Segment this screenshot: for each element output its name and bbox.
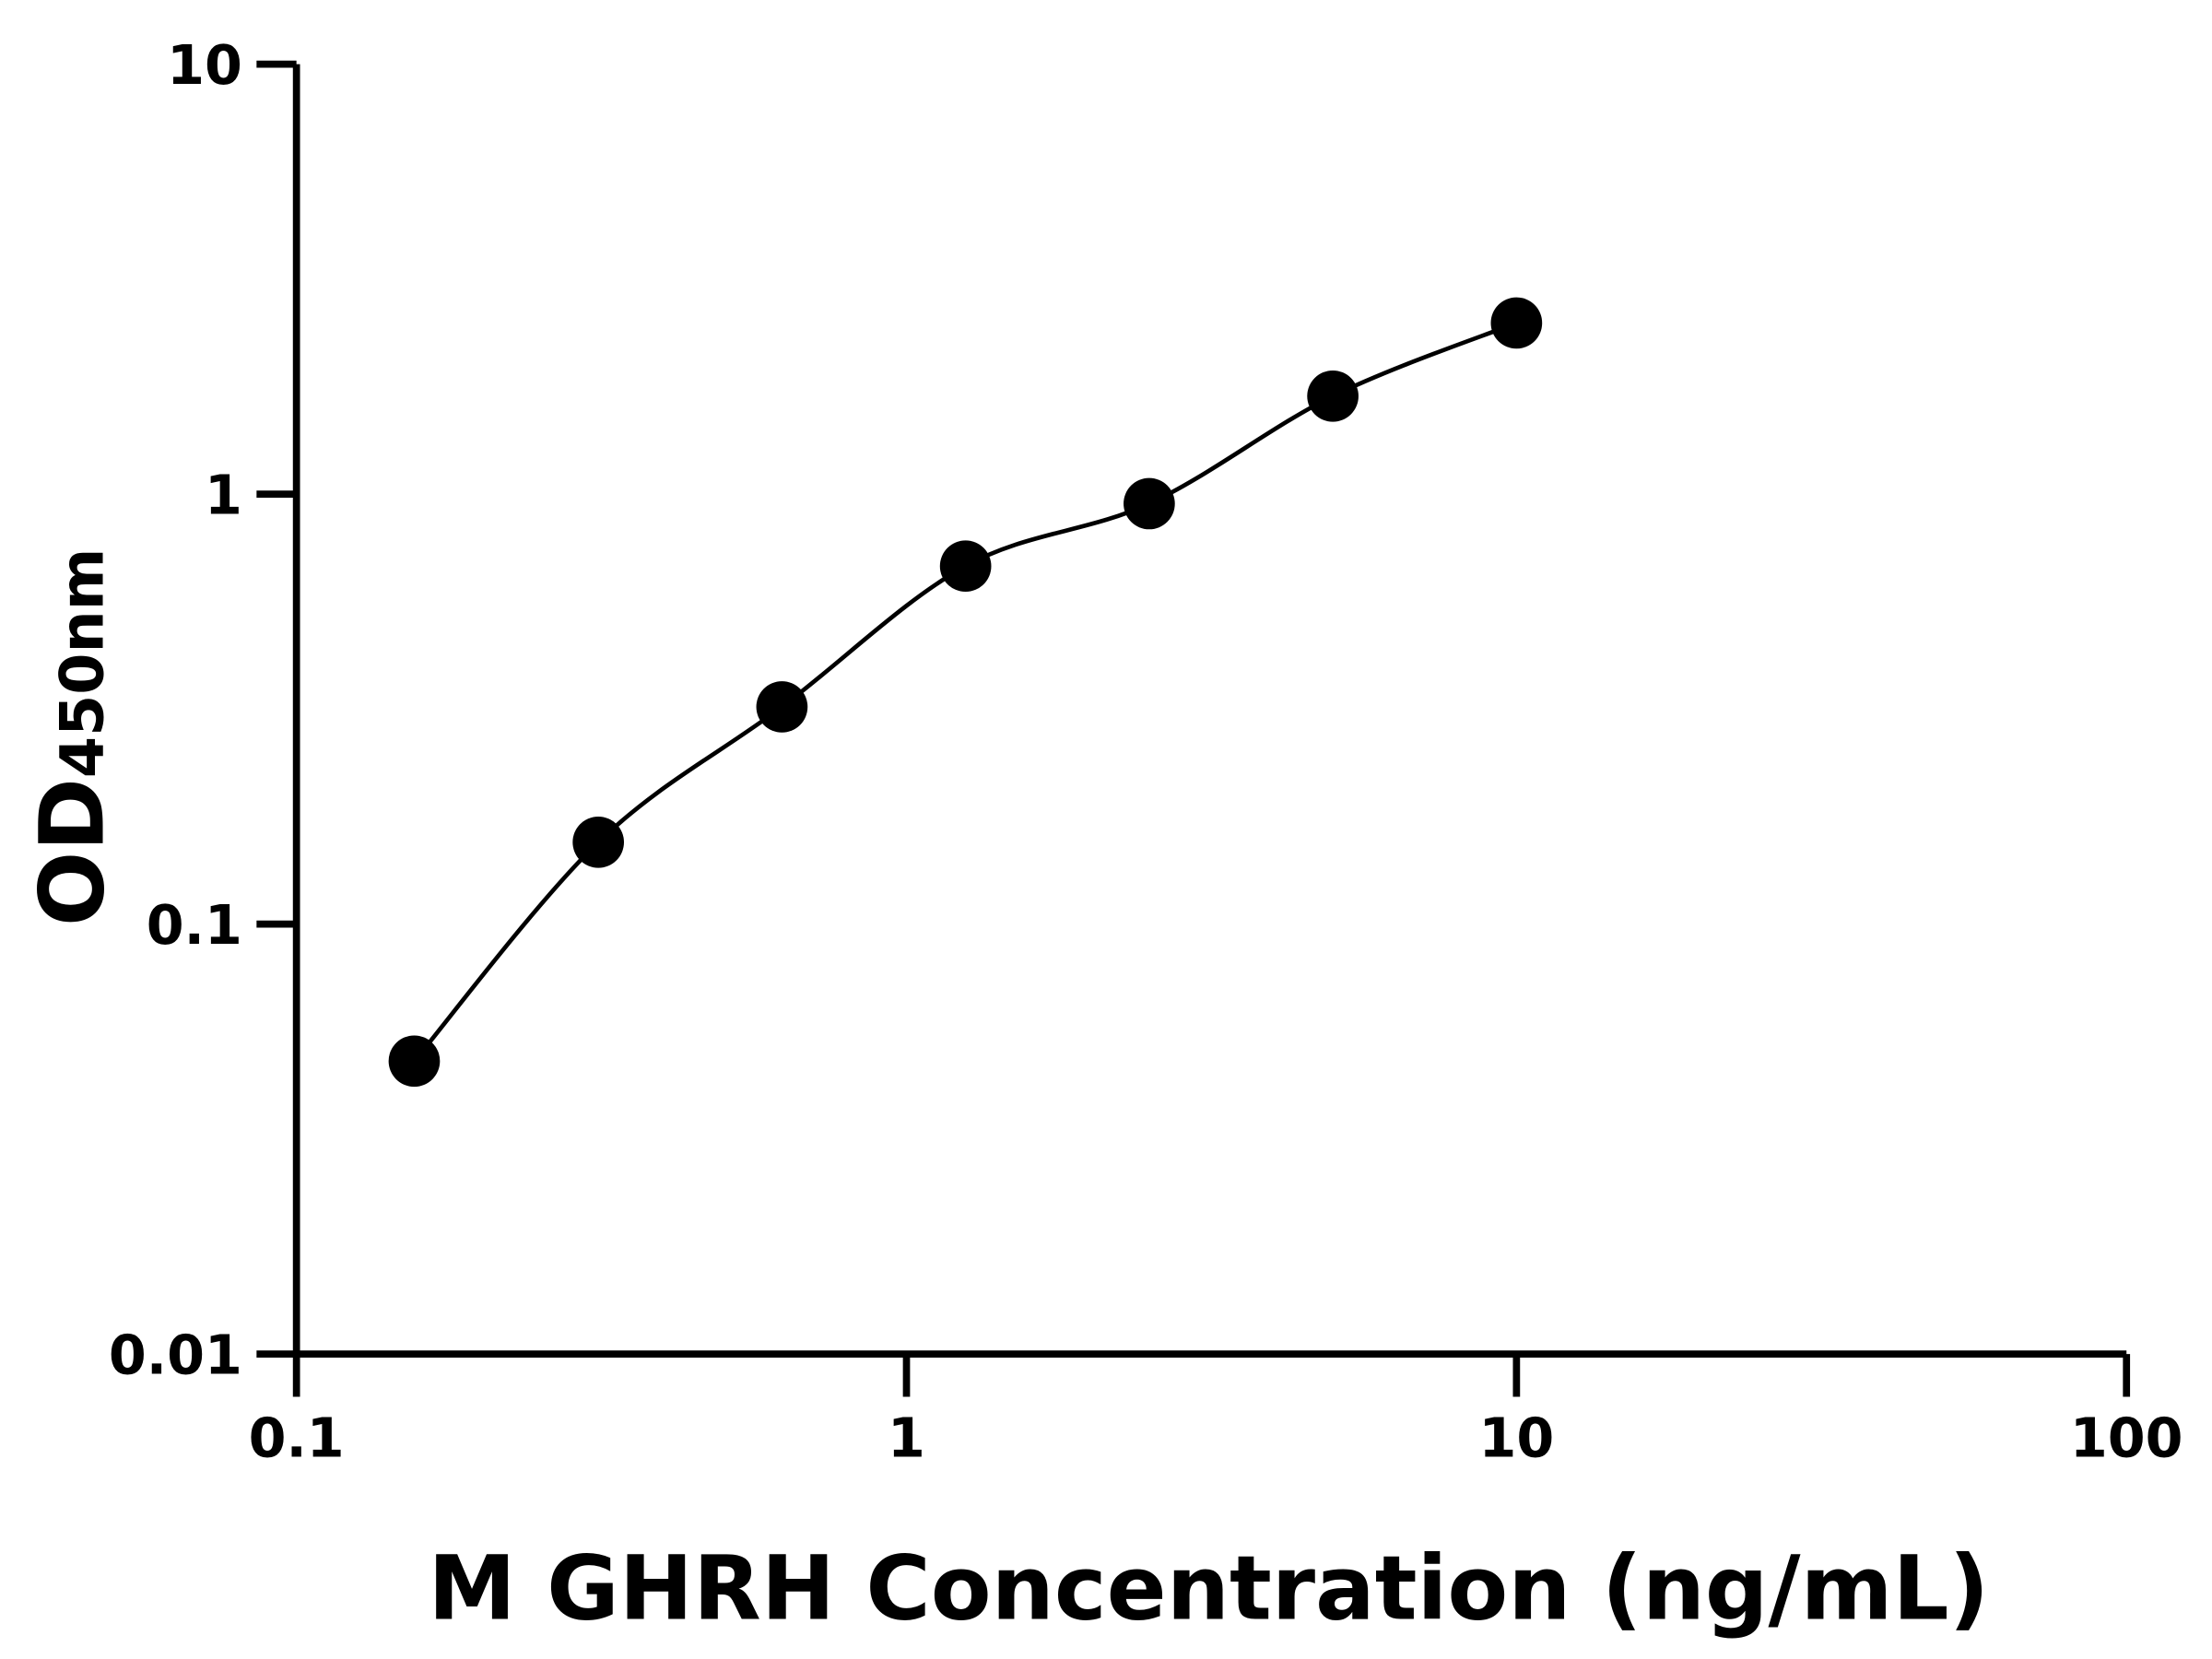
y-tick-label: 0.1 (147, 893, 242, 957)
data-point (1490, 297, 1543, 349)
data-point (572, 816, 625, 868)
y-tick-label: 0.01 (109, 1324, 242, 1387)
x-axis-title: M GHRH Concentration (ng/mL) (428, 1537, 1989, 1641)
data-point (388, 1035, 441, 1088)
data-point (1307, 370, 1359, 422)
y-tick-label: 10 (167, 33, 242, 97)
y-axis-title: OD450nm (20, 548, 124, 927)
x-tick-label: 1 (888, 1406, 925, 1469)
x-tick-label: 10 (1478, 1406, 1554, 1469)
data-point (939, 540, 992, 593)
fit-line (412, 321, 1518, 1063)
data-point (756, 681, 808, 733)
x-tick-label: 0.1 (249, 1406, 345, 1469)
x-tick-label: 100 (2070, 1406, 2183, 1469)
data-point (1124, 477, 1175, 530)
y-axis-title-subscript: 450nm (48, 548, 117, 778)
y-tick-label: 1 (205, 464, 242, 527)
y-axis-title-group: OD450nm (20, 548, 124, 927)
y-axis-title-main: OD (20, 778, 124, 926)
